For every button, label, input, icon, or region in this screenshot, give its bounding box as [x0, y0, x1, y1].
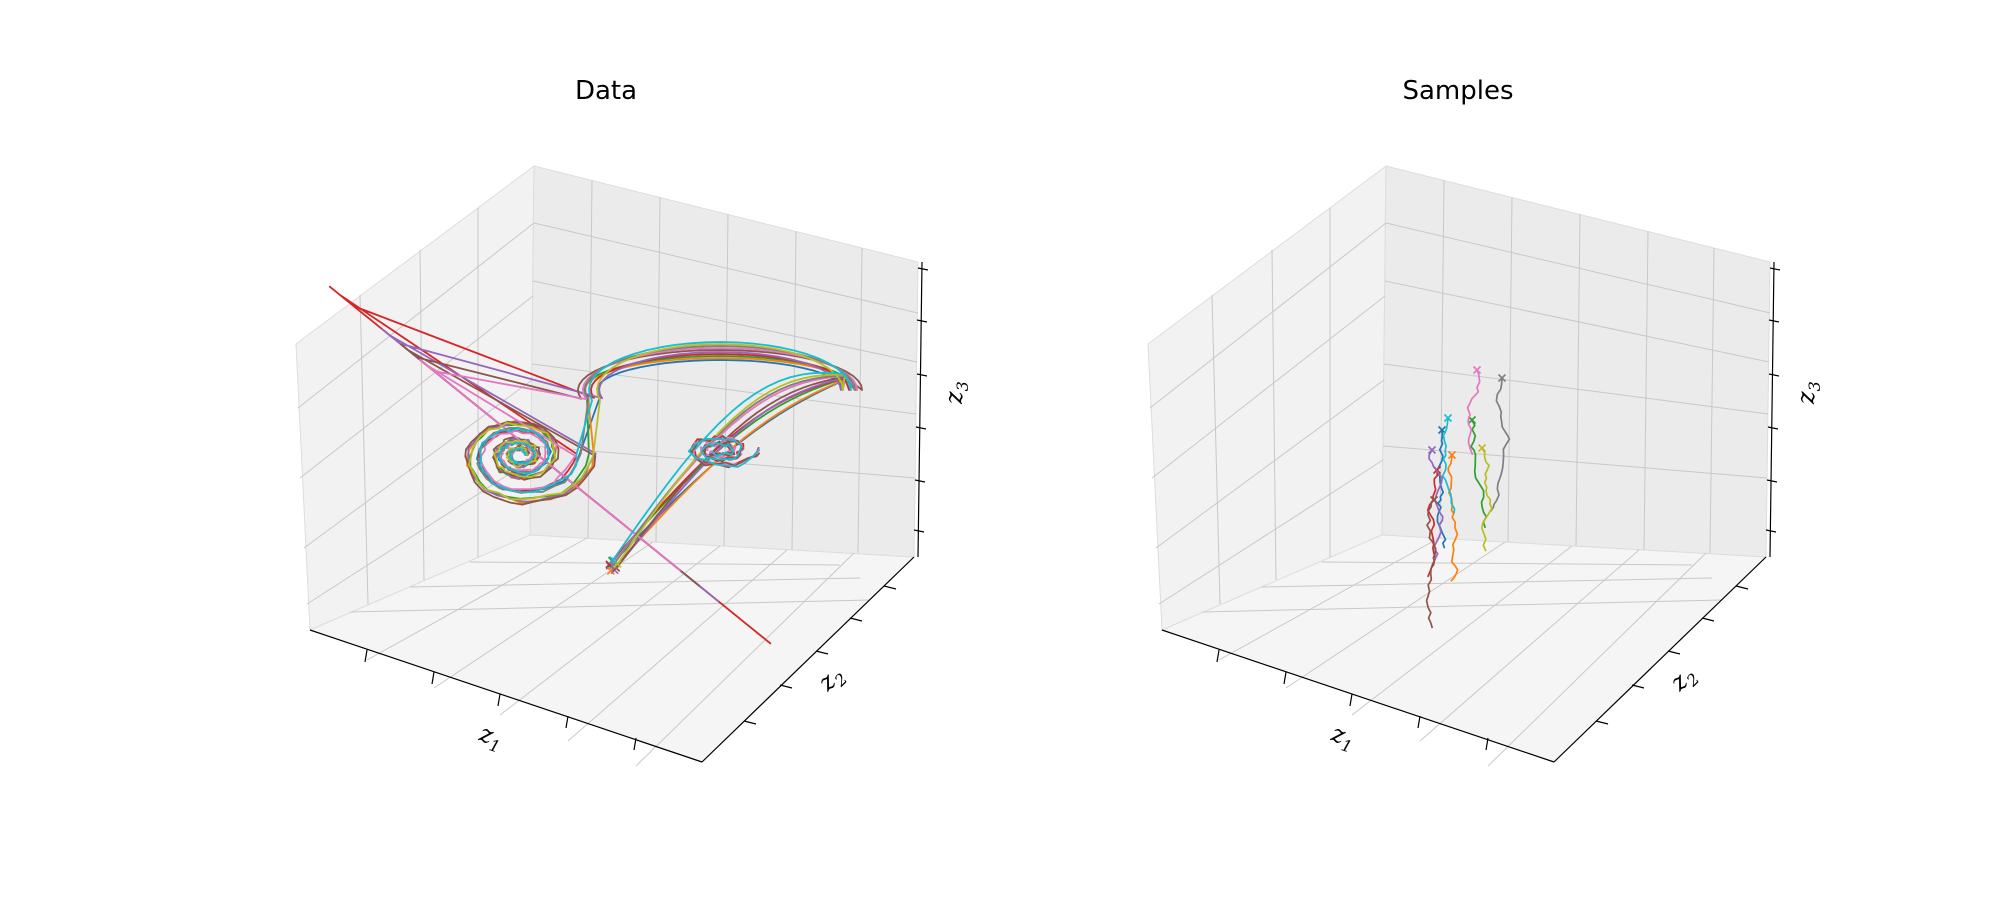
start-marker	[1497, 373, 1507, 383]
sample-series-line	[1489, 377, 1511, 512]
ticks	[1216, 267, 1781, 751]
sample-trajectories	[1425, 365, 1511, 629]
sample-series-line	[1447, 454, 1459, 582]
data-series-line	[687, 437, 760, 468]
start-marker	[1447, 450, 1457, 460]
data-trajectories	[328, 285, 863, 645]
sample-series-line	[1425, 499, 1437, 629]
z-axis-label: z3	[1792, 381, 1824, 405]
x-axis-label: z1	[474, 719, 507, 757]
start-marker	[1427, 445, 1437, 455]
start-marker	[1477, 443, 1487, 453]
sample-series-line	[1426, 469, 1439, 578]
y-axis-label: z2	[812, 660, 851, 699]
data-series-line	[478, 341, 852, 561]
data-series-line	[476, 345, 856, 566]
axis-lines	[309, 261, 923, 763]
panel-title: Data	[575, 76, 637, 106]
start-marker	[1443, 413, 1453, 423]
panel-title: Samples	[1402, 76, 1513, 106]
axes-samples: Samples z1 z2 z3	[1147, 76, 1824, 767]
data-series-line	[419, 347, 859, 572]
start-marker	[1472, 365, 1482, 375]
sample-series-line	[1466, 369, 1481, 456]
y-axis-label: z2	[1664, 660, 1703, 699]
start-marker	[608, 556, 618, 565]
z-axis-label: z3	[940, 381, 972, 405]
data-series-line	[688, 435, 760, 469]
axes-data: Data z1 z2 z3	[295, 76, 972, 767]
x-axis-label: z1	[1326, 719, 1359, 757]
sample-series-line	[1480, 447, 1493, 552]
axis-lines	[1161, 261, 1775, 763]
sample-series-line	[1441, 417, 1456, 514]
start-marker	[1429, 495, 1439, 505]
ticks	[364, 267, 929, 751]
sample-series-line	[1470, 419, 1488, 529]
